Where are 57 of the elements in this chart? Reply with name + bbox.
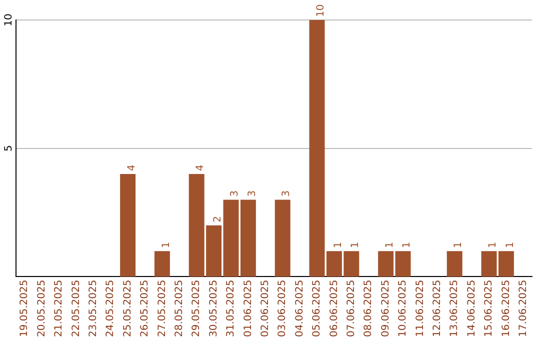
x-tick-label: 14.06.2025 [466, 280, 478, 338]
x-tick-label: 26.05.2025 [140, 280, 151, 338]
bar [120, 174, 136, 277]
x-tick-label: 06.06.2025 [328, 280, 340, 338]
data-label: 3 [281, 190, 292, 197]
data-label: 3 [246, 190, 258, 197]
x-tick-label: 02.06.2025 [260, 280, 271, 338]
x-tick-label: 22.05.2025 [70, 280, 82, 338]
x-tick-label: 13.06.2025 [449, 280, 460, 338]
data-label: 1 [488, 242, 499, 248]
x-tick-label: 29.05.2025 [191, 280, 202, 338]
bar [446, 251, 462, 277]
data-label: 1 [350, 242, 361, 248]
x-tick-label: 30.05.2025 [208, 280, 220, 338]
bar [223, 200, 239, 277]
x-tick-label: 10.06.2025 [398, 280, 409, 338]
bar [240, 200, 256, 277]
x-tick-label: 04.06.2025 [294, 280, 306, 338]
bar [481, 251, 497, 277]
x-tick-label: 11.06.2025 [414, 280, 426, 338]
y-tick-label: 5 [4, 145, 15, 152]
x-tick-label: 23.05.2025 [88, 280, 99, 338]
bar [378, 251, 394, 277]
x-tick-label: 16.06.2025 [500, 280, 512, 338]
data-label: 4 [195, 164, 206, 172]
x-tick-label: 25.05.2025 [122, 280, 134, 338]
x-tick-label: 01.06.2025 [242, 280, 254, 338]
data-label: 2 [212, 216, 224, 222]
x-tick-label: 24.05.2025 [105, 280, 116, 338]
x-tick-label: 09.06.2025 [380, 280, 392, 338]
bar [395, 251, 411, 277]
data-label: 1 [332, 242, 344, 248]
data-label: 3 [230, 190, 241, 197]
data-label: 1 [160, 242, 172, 248]
data-label: 1 [402, 242, 413, 248]
x-tick-label: 28.05.2025 [174, 280, 185, 338]
data-label: 4 [126, 164, 138, 172]
data-label: 1 [453, 242, 464, 248]
x-tick-label: 17.06.2025 [518, 280, 529, 338]
bar [498, 251, 514, 277]
x-tick-label: 21.05.2025 [54, 280, 65, 338]
x-tick-label: 19.05.2025 [19, 280, 30, 338]
x-tick-label: 05.06.2025 [312, 280, 323, 338]
bar [154, 251, 170, 277]
data-label: 10 [316, 4, 327, 17]
data-label: 1 [384, 242, 396, 248]
x-tick-label: 08.06.2025 [363, 280, 374, 338]
x-tick-label: 31.05.2025 [226, 280, 237, 338]
x-tick-label: 12.06.2025 [432, 280, 443, 338]
x-tick-label: 20.05.2025 [36, 280, 48, 338]
x-tick-label: 27.05.2025 [156, 280, 168, 338]
x-tick-label: 03.06.2025 [277, 280, 288, 338]
bar [274, 200, 290, 277]
x-tick-label: 07.06.2025 [346, 280, 357, 338]
data-label: 1 [504, 242, 516, 248]
bar [309, 20, 325, 277]
x-tick-label: 15.06.2025 [484, 280, 495, 338]
